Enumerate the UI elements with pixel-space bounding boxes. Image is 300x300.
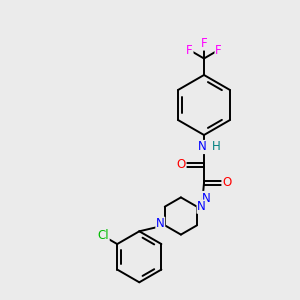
Text: O: O: [222, 176, 231, 190]
Text: N: N: [156, 217, 165, 230]
Text: O: O: [177, 158, 186, 172]
Text: F: F: [215, 44, 222, 57]
Text: F: F: [201, 37, 207, 50]
Text: H: H: [212, 140, 221, 154]
Text: F: F: [186, 44, 193, 57]
Text: Cl: Cl: [98, 230, 109, 242]
Text: N: N: [198, 140, 207, 154]
Text: N: N: [202, 191, 211, 205]
Text: N: N: [197, 200, 206, 213]
